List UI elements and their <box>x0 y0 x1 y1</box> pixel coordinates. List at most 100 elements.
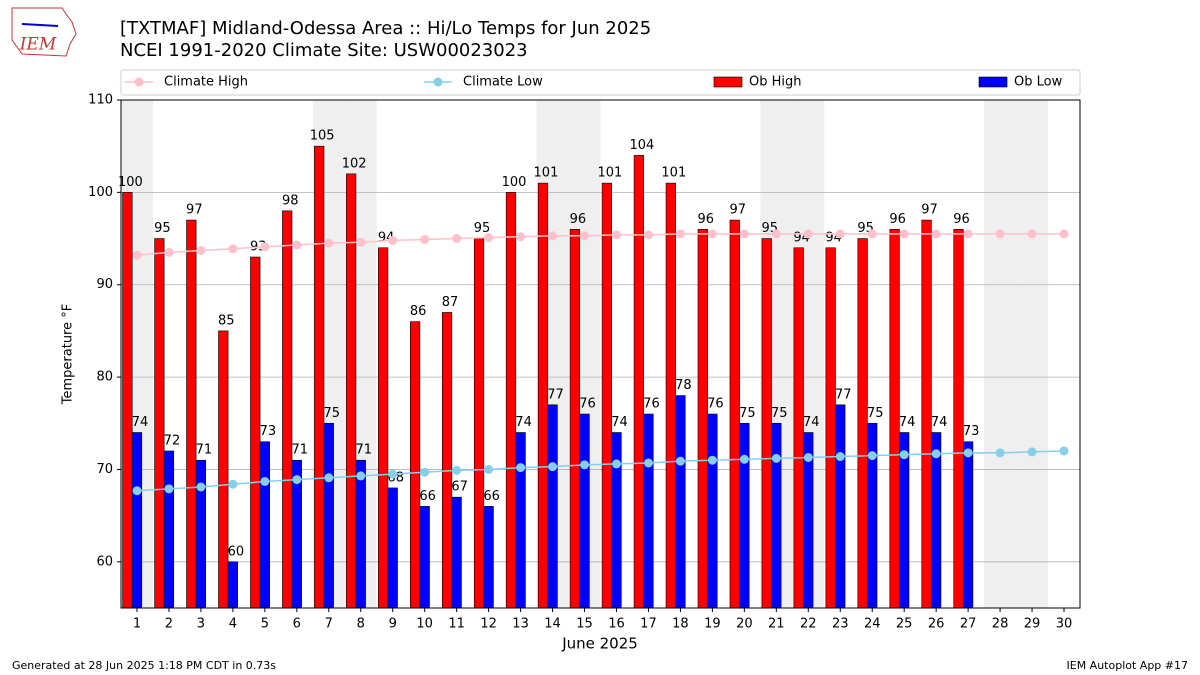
line-marker <box>548 462 558 472</box>
x-axis-label: June 2025 <box>561 635 638 653</box>
bar <box>473 238 485 609</box>
bar-value-label: 73 <box>260 424 277 439</box>
y-axis-label: Temperature °F <box>61 304 76 405</box>
bar-value-label: 71 <box>292 443 309 458</box>
line-marker <box>484 233 494 243</box>
y-tick-label: 90 <box>96 277 113 292</box>
x-tick-label: 24 <box>864 617 881 632</box>
bar-value-label: 102 <box>342 156 367 171</box>
line-marker <box>707 455 717 465</box>
bar <box>547 404 558 609</box>
x-tick-label: 20 <box>736 617 753 632</box>
line-marker <box>324 238 334 248</box>
line-marker <box>452 465 462 475</box>
bar <box>601 182 612 609</box>
bar-value-label: 74 <box>899 415 916 430</box>
line-marker <box>260 476 270 486</box>
bar <box>346 173 357 609</box>
line-marker <box>1027 447 1037 457</box>
bar-value-label: 74 <box>515 415 532 430</box>
bar-value-label: 72 <box>164 433 181 448</box>
bar <box>771 422 782 609</box>
bar <box>515 432 526 609</box>
line-marker <box>835 452 845 462</box>
bar <box>163 450 175 609</box>
bar-value-label: 67 <box>451 480 468 495</box>
bar <box>665 182 676 609</box>
x-tick-label: 2 <box>165 617 173 632</box>
chart-subtitle: NCEI 1991-2020 Climate Site: USW00023023 <box>120 40 528 61</box>
line-marker <box>548 231 558 241</box>
line-marker <box>803 452 813 462</box>
bar-value-label: 97 <box>186 203 203 218</box>
line-marker <box>324 473 334 483</box>
x-tick-label: 9 <box>389 617 397 632</box>
line-marker <box>196 246 206 256</box>
x-tick-label: 13 <box>512 617 529 632</box>
x-tick-label: 18 <box>672 617 689 632</box>
bar <box>505 192 517 609</box>
bar-value-label: 71 <box>355 443 372 458</box>
line-marker <box>196 482 206 492</box>
x-tick-label: 28 <box>992 617 1009 632</box>
bar <box>633 155 644 609</box>
bar <box>195 459 207 609</box>
line-marker <box>1059 229 1069 239</box>
bar-value-label: 75 <box>739 406 756 421</box>
x-tick-label: 29 <box>1024 617 1041 632</box>
bar <box>761 238 772 609</box>
legend-marker <box>134 77 144 87</box>
bar <box>953 229 964 609</box>
line-marker <box>452 234 462 244</box>
bar <box>451 496 462 609</box>
line-marker <box>388 469 398 479</box>
line-marker <box>1027 229 1037 239</box>
shaded-day <box>1016 100 1049 608</box>
x-tick-label: 14 <box>544 617 561 632</box>
line-marker <box>580 460 590 470</box>
line-marker <box>643 458 653 468</box>
x-tick-label: 10 <box>416 617 433 632</box>
line-marker <box>771 229 781 239</box>
bar-value-label: 101 <box>661 166 686 181</box>
line-marker <box>516 232 526 242</box>
bar <box>419 506 430 609</box>
x-tick-label: 7 <box>325 617 333 632</box>
line-marker <box>899 450 909 460</box>
bar-value-label: 85 <box>218 313 235 328</box>
bar <box>387 487 398 609</box>
bar <box>707 413 718 609</box>
bar <box>611 432 622 609</box>
line-marker <box>675 229 685 239</box>
x-tick-label: 5 <box>261 617 269 632</box>
bar-value-label: 74 <box>132 415 149 430</box>
bar <box>963 441 974 609</box>
bar-value-label: 95 <box>474 221 491 236</box>
bar <box>675 395 686 609</box>
bar-value-label: 104 <box>629 138 654 153</box>
bar-value-label: 66 <box>419 489 436 504</box>
bar-value-label: 74 <box>931 415 948 430</box>
line-marker <box>388 235 398 245</box>
line-marker <box>132 250 142 260</box>
x-tick-label: 16 <box>608 617 625 632</box>
line-marker <box>995 229 1005 239</box>
bar <box>259 441 270 609</box>
bar <box>483 506 494 609</box>
y-tick-label: 60 <box>96 554 113 569</box>
y-tick-label: 110 <box>88 93 113 108</box>
bar <box>739 422 750 609</box>
bar <box>186 219 197 609</box>
x-tick-label: 25 <box>896 617 913 632</box>
bar <box>825 247 836 609</box>
bar-value-label: 96 <box>570 212 587 227</box>
line-marker <box>739 229 749 239</box>
shaded-day <box>984 100 1017 608</box>
x-tick-label: 12 <box>480 617 497 632</box>
line-marker <box>580 231 590 241</box>
bar <box>282 210 293 609</box>
x-tick-label: 19 <box>704 617 721 632</box>
legend-label: Climate High <box>164 75 248 90</box>
bar <box>378 247 389 609</box>
bar-value-label: 78 <box>675 378 692 393</box>
